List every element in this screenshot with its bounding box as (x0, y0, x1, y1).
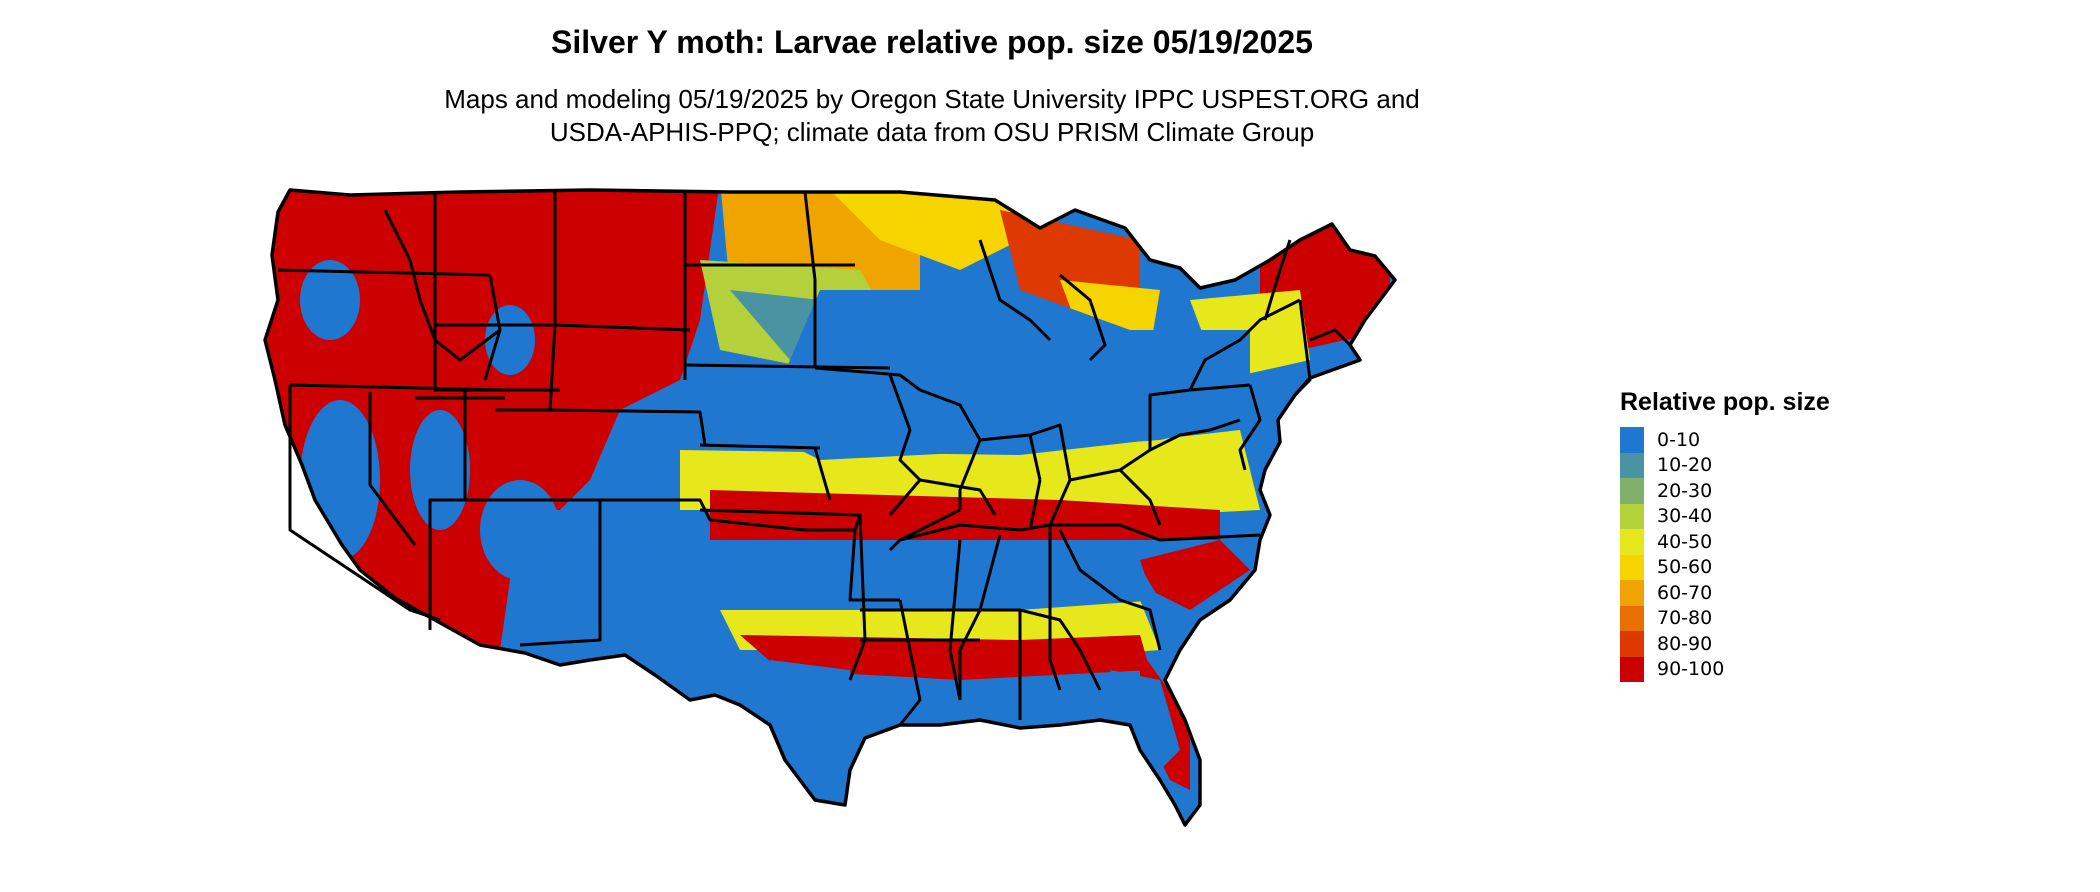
legend-label: 70-80 (1657, 607, 1713, 630)
legend-swatch (1620, 452, 1644, 478)
midwest-blue-zone (760, 290, 1250, 460)
south-blue-band (720, 540, 1160, 610)
legend-swatch (1620, 503, 1644, 529)
legend-label: 30-40 (1657, 505, 1713, 528)
legend-item: 30-40 (1620, 503, 1830, 529)
legend-item: 40-50 (1620, 529, 1830, 555)
legend-swatch (1620, 427, 1644, 453)
legend-item: 20-30 (1620, 478, 1830, 504)
nevada-blue (410, 410, 470, 530)
south-central-red-band (710, 490, 1220, 540)
legend-swatch (1620, 631, 1644, 657)
legend-label: 40-50 (1657, 530, 1713, 553)
legend-label: 80-90 (1657, 632, 1713, 655)
arizona-blue (480, 480, 560, 580)
texas-blue-zone (770, 660, 860, 740)
legend-title: Relative pop. size (1620, 388, 1830, 416)
north-plains-yellow-zone (820, 190, 1020, 270)
legend-item: 80-90 (1620, 631, 1830, 657)
legend-item: 10-20 (1620, 452, 1830, 478)
legend-item: 0-10 (1620, 427, 1830, 453)
california-valley-blue (300, 400, 380, 560)
legend-items: 0-10 10-20 20-30 30-40 40-50 50-60 60-70 70-80 8… (1620, 427, 1830, 682)
state-borders (277, 191, 1352, 726)
legend-label: 0-10 (1657, 428, 1701, 451)
carolina-red-zone (1140, 540, 1250, 610)
west-high-zone (265, 190, 720, 650)
florida-blue-zone (1110, 670, 1180, 770)
legend-label: 50-60 (1657, 556, 1713, 579)
washington-blue (300, 260, 360, 340)
legend-label: 20-30 (1657, 479, 1713, 502)
legend-label: 60-70 (1657, 581, 1713, 604)
legend-item: 50-60 (1620, 554, 1830, 580)
map-subtitle-line-2: USDA-APHIS-PPQ; climate data from OSU PR… (549, 117, 1315, 147)
legend-item: 60-70 (1620, 580, 1830, 606)
map-subtitle-line-1: Maps and modeling 05/19/2025 by Oregon S… (444, 84, 1420, 114)
legend-swatch (1620, 529, 1644, 555)
map-title: Silver Y moth: Larvae relative pop. size… (551, 24, 1313, 60)
us-population-map (263, 188, 1397, 827)
legend-swatch (1620, 605, 1644, 631)
population-raster (265, 190, 1395, 825)
legend-item: 70-80 (1620, 605, 1830, 631)
legend-swatch (1620, 478, 1644, 504)
idaho-blue (485, 305, 535, 375)
legend-label: 10-20 (1657, 454, 1713, 477)
legend-label: 90-100 (1657, 658, 1725, 681)
legend: Relative pop. size 0-10 10-20 20-30 30-40 40… (1620, 388, 1830, 682)
gulf-red-band (740, 635, 1150, 680)
legend-swatch (1620, 580, 1644, 606)
legend-swatch (1620, 656, 1644, 682)
legend-item: 90-100 (1620, 656, 1830, 682)
legend-swatch (1620, 554, 1644, 580)
